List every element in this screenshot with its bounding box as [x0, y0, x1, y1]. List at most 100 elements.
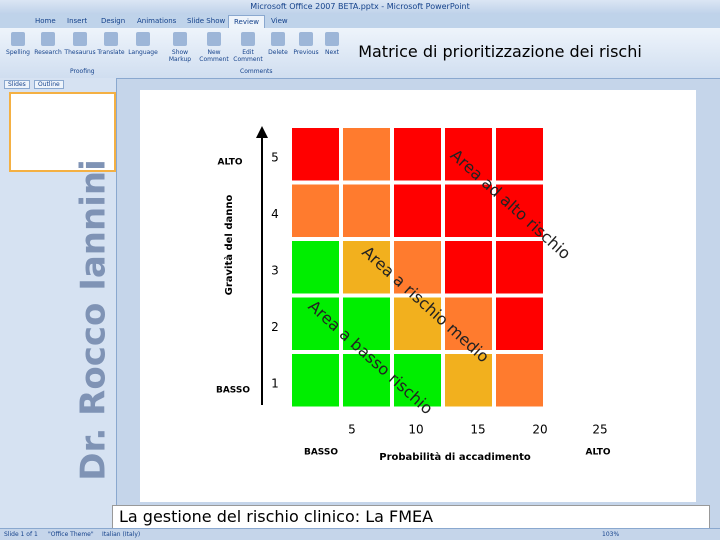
ribbon-tab[interactable]: Design: [101, 17, 126, 25]
status-language: Italian (Italy): [102, 531, 141, 538]
watermark: Dr. Rocco Iannini: [74, 159, 114, 480]
matrix-cell: [496, 297, 543, 350]
ribbon-button[interactable]: Next: [316, 32, 348, 56]
ribbon-tab[interactable]: Home: [35, 17, 56, 25]
button-icon: [73, 32, 87, 46]
ribbon-button[interactable]: New Comment: [198, 32, 230, 63]
y-high-label: ALTO: [217, 158, 242, 168]
button-label: Research: [34, 49, 62, 56]
row-label: 3: [271, 264, 279, 278]
column-label: 10: [408, 423, 423, 437]
button-icon: [136, 32, 150, 46]
button-label: Language: [128, 49, 158, 56]
ribbon-button[interactable]: Edit Comment: [232, 32, 264, 63]
button-icon: [41, 32, 55, 46]
matrix-cell: [292, 354, 339, 407]
matrix-cell: [445, 354, 492, 407]
slide-footer: La gestione del rischio clinico: La FMEA: [112, 505, 710, 529]
ribbon-button[interactable]: Previous: [290, 32, 322, 56]
button-icon: [241, 32, 255, 46]
matrix-cell: [394, 128, 441, 181]
ribbon-button[interactable]: Research: [32, 32, 64, 56]
status-bar: Slide 1 of 1 "Office Theme" Italian (Ita…: [0, 528, 720, 540]
column-label: 15: [470, 423, 485, 437]
status-theme: "Office Theme": [48, 531, 94, 538]
matrix-cell: [292, 184, 339, 237]
button-label: Show Markup: [168, 49, 192, 63]
matrix-cell: [496, 184, 543, 237]
y-low-label: BASSO: [216, 386, 250, 396]
matrix-cell: [292, 241, 339, 294]
ribbon-button[interactable]: Thesaurus: [64, 32, 96, 56]
button-label: Delete: [268, 49, 288, 56]
button-icon: [299, 32, 313, 46]
slide-title: Matrice di prioritizzazione dei rischi: [358, 42, 642, 61]
status-slide: Slide 1 of 1: [4, 531, 38, 538]
row-label: 5: [271, 151, 279, 165]
ribbon-tab[interactable]: Insert: [67, 17, 88, 25]
matrix-cell: [343, 354, 390, 407]
button-label: New Comment: [199, 49, 229, 63]
button-icon: [104, 32, 118, 46]
column-label: 20: [532, 423, 547, 437]
matrix-cell: [445, 184, 492, 237]
ribbon-button[interactable]: Spelling: [2, 32, 34, 56]
row-label: 2: [271, 320, 279, 334]
ribbon-tab[interactable]: Animations: [137, 17, 177, 25]
matrix-cell: [496, 128, 543, 181]
ribbon-tabs: Home Insert Design Animations Slide Show Revi…: [0, 14, 720, 29]
row-label: 4: [271, 207, 279, 221]
ribbon-button[interactable]: Show Markup: [164, 32, 196, 63]
matrix-cell: [292, 128, 339, 181]
button-icon: [173, 32, 187, 46]
matrix-cell: [394, 297, 441, 350]
matrix-cell: [343, 297, 390, 350]
ribbon-button[interactable]: Language: [127, 32, 159, 56]
x-low-label: BASSO: [304, 448, 338, 458]
button-label: Edit Comment: [233, 49, 263, 63]
group-label: Comments: [240, 68, 273, 75]
ribbon-tab[interactable]: View: [271, 17, 288, 25]
matrix-cell: [496, 354, 543, 407]
button-icon: [11, 32, 25, 46]
x-high-label: ALTO: [585, 448, 610, 458]
button-label: Next: [325, 49, 339, 56]
ribbon-tab[interactable]: Review: [228, 15, 265, 29]
panel-tab[interactable]: Outline: [34, 80, 64, 89]
matrix-cell: [394, 241, 441, 294]
button-icon: [207, 32, 221, 46]
button-label: Thesaurus: [64, 49, 96, 56]
matrix-cell: [343, 184, 390, 237]
window-title: Microsoft Office 2007 BETA.pptx - Micros…: [0, 0, 720, 14]
button-icon: [271, 32, 285, 46]
matrix-cell: [343, 241, 390, 294]
ribbon-tab[interactable]: Slide Show: [187, 17, 226, 25]
matrix-cell: [394, 354, 441, 407]
ribbon: Spelling Research Thesaurus Translate Langua…: [0, 28, 720, 79]
button-label: Translate: [97, 49, 125, 56]
group-label: Proofing: [70, 68, 95, 75]
panel-tab[interactable]: Slides: [4, 80, 30, 89]
matrix-cell: [445, 297, 492, 350]
y-axis-label: Gravità del danno: [223, 195, 235, 296]
ribbon-button[interactable]: Translate: [95, 32, 127, 56]
x-axis-label: Probabilità di accadimento: [379, 451, 531, 463]
ribbon-button[interactable]: Delete: [262, 32, 294, 56]
column-label: 25: [592, 423, 607, 437]
button-icon: [325, 32, 339, 46]
matrix-cell: [394, 184, 441, 237]
button-label: Previous: [293, 49, 319, 56]
matrix-cell: [343, 128, 390, 181]
slides-panel: Slides Outline: [0, 78, 117, 528]
matrix-cell: [445, 241, 492, 294]
matrix-cell: [292, 297, 339, 350]
column-label: 5: [348, 423, 356, 437]
row-label: 1: [271, 377, 279, 391]
button-label: Spelling: [6, 49, 30, 56]
slide-thumbnail[interactable]: [9, 92, 116, 172]
matrix-cell: [445, 128, 492, 181]
status-zoom: 103%: [602, 531, 620, 538]
matrix-cell: [496, 241, 543, 294]
